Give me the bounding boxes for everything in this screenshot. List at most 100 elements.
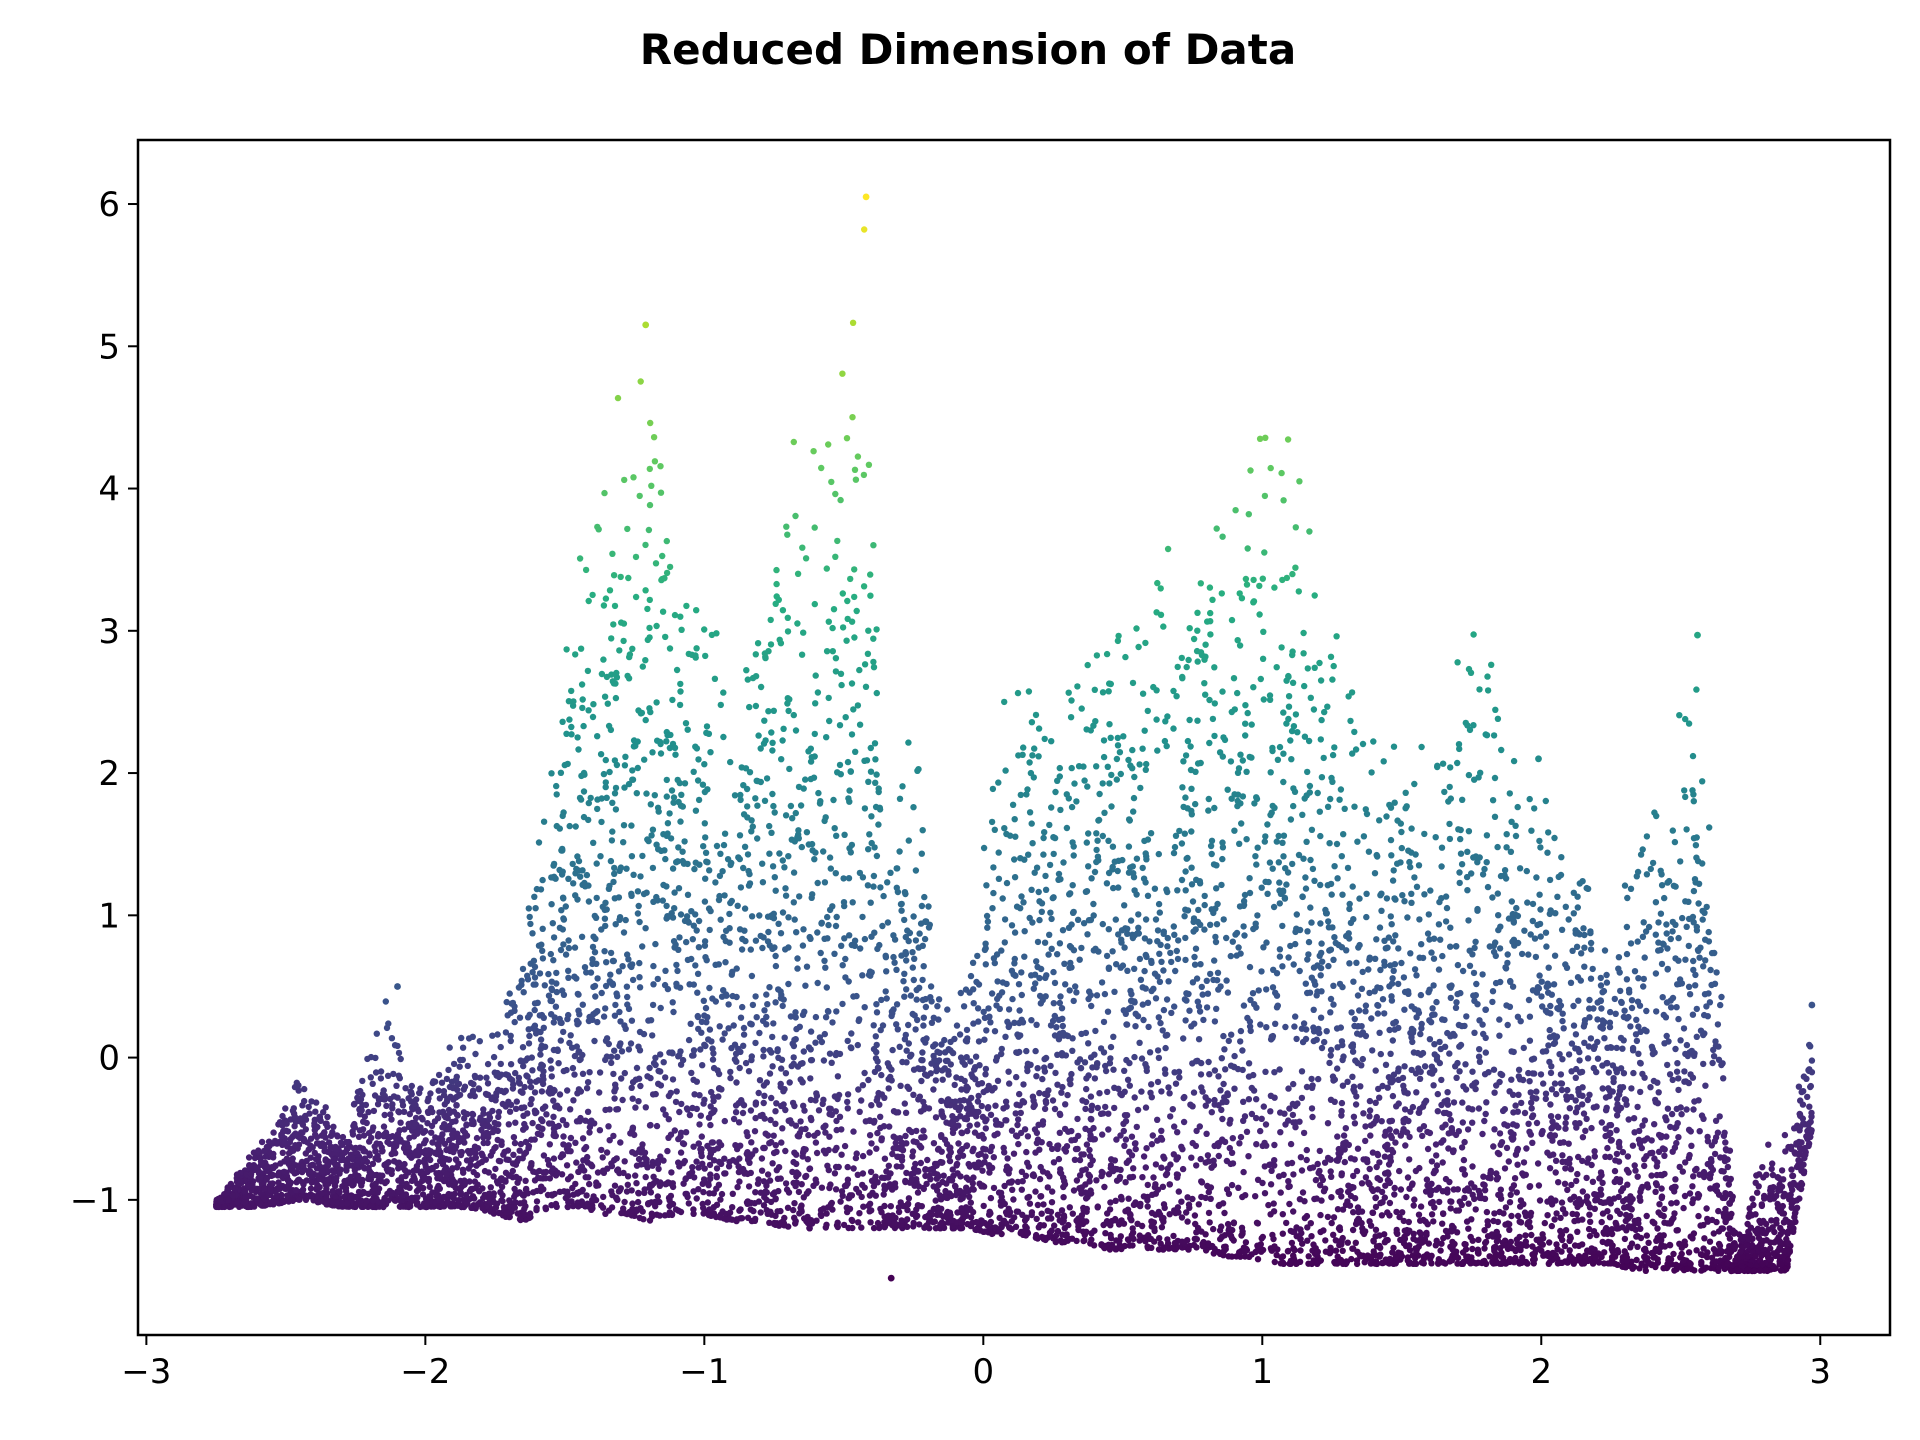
scatter-point xyxy=(552,1003,560,1010)
scatter-point xyxy=(1406,858,1413,866)
scatter-point xyxy=(821,1030,828,1038)
scatter-point xyxy=(1285,1117,1292,1124)
scatter-point xyxy=(1671,838,1679,846)
scatter-point xyxy=(1039,1075,1046,1083)
scatter-point xyxy=(1330,956,1337,963)
scatter-point xyxy=(833,1008,840,1015)
scatter-point xyxy=(624,525,631,533)
scatter-point xyxy=(1597,982,1605,989)
scatter-point xyxy=(1178,840,1186,847)
scatter-point xyxy=(867,1168,875,1176)
scatter-point xyxy=(1117,770,1125,778)
scatter-point xyxy=(1345,1182,1352,1189)
scatter-point xyxy=(1213,921,1221,928)
scatter-point xyxy=(1674,1227,1682,1234)
scatter-point xyxy=(511,1185,518,1193)
scatter-point xyxy=(1711,1150,1719,1158)
scatter-point xyxy=(1607,1200,1615,1207)
scatter-point xyxy=(1239,757,1247,764)
scatter-point xyxy=(1617,987,1624,995)
scatter-point xyxy=(978,1102,985,1110)
scatter-point xyxy=(720,689,727,696)
scatter-point xyxy=(1302,885,1310,892)
scatter-point xyxy=(899,783,906,790)
scatter-point xyxy=(612,1001,619,1009)
scatter-point xyxy=(373,1030,380,1037)
scatter-point xyxy=(1534,1160,1542,1167)
scatter-point xyxy=(548,1073,555,1080)
scatter-point xyxy=(484,1080,492,1087)
scatter-point xyxy=(931,1218,938,1225)
scatter-point xyxy=(690,1047,698,1054)
scatter-point xyxy=(1327,1009,1334,1016)
scatter-point xyxy=(1133,855,1141,862)
scatter-point xyxy=(1165,978,1172,985)
scatter-point xyxy=(986,1208,993,1216)
scatter-point xyxy=(618,619,625,626)
scatter-point xyxy=(854,1041,861,1049)
scatter-point xyxy=(1248,721,1255,728)
scatter-point xyxy=(1353,959,1360,966)
scatter-point xyxy=(633,1180,640,1187)
scatter-point xyxy=(772,887,779,894)
scatter-point xyxy=(761,797,769,804)
scatter-point xyxy=(972,1053,980,1060)
scatter-point xyxy=(1700,1221,1707,1229)
scatter-point xyxy=(1260,944,1267,951)
scatter-point xyxy=(778,756,785,763)
scatter-point xyxy=(1215,986,1222,993)
scatter-point xyxy=(1507,1191,1514,1199)
scatter-point xyxy=(646,624,653,632)
scatter-point xyxy=(628,1084,635,1092)
scatter-point xyxy=(956,1031,964,1038)
scatter-point xyxy=(476,1038,483,1045)
scatter-point xyxy=(737,884,745,891)
scatter-point xyxy=(1263,1142,1270,1149)
scatter-point xyxy=(1001,939,1008,946)
scatter-point xyxy=(896,795,904,802)
scatter-point xyxy=(602,779,609,786)
scatter-point xyxy=(861,226,868,233)
scatter-point xyxy=(1710,1230,1718,1237)
scatter-point xyxy=(560,895,567,902)
scatter-point xyxy=(1547,1195,1555,1202)
scatter-point xyxy=(1303,1146,1311,1154)
scatter-point xyxy=(1515,1073,1523,1080)
scatter-point xyxy=(1205,1058,1212,1066)
scatter-point xyxy=(1705,938,1713,945)
scatter-point xyxy=(1252,853,1259,860)
scatter-point xyxy=(531,1089,539,1096)
scatter-point xyxy=(695,944,703,951)
scatter-point xyxy=(1231,827,1238,834)
scatter-point xyxy=(572,823,579,830)
scatter-point xyxy=(1443,904,1451,912)
scatter-point xyxy=(786,765,793,773)
scatter-point xyxy=(874,1094,881,1102)
scatter-point xyxy=(540,818,548,825)
scatter-point xyxy=(1027,769,1035,777)
scatter-point xyxy=(1254,844,1261,851)
scatter-point xyxy=(953,1160,961,1168)
scatter-point xyxy=(1076,956,1083,963)
scatter-point xyxy=(1263,986,1270,993)
scatter-point xyxy=(550,934,558,941)
scatter-point xyxy=(1285,703,1293,710)
scatter-point xyxy=(1428,1260,1435,1267)
scatter-point xyxy=(1430,1218,1437,1225)
scatter-point xyxy=(1191,953,1198,961)
scatter-point xyxy=(671,611,679,619)
scatter-point xyxy=(1093,652,1101,659)
scatter-point xyxy=(848,680,856,687)
scatter-point xyxy=(573,1017,581,1024)
scatter-point xyxy=(565,937,572,944)
scatter-point xyxy=(878,1071,885,1079)
scatter-point xyxy=(1419,1132,1426,1140)
scatter-point xyxy=(743,1129,750,1136)
scatter-point xyxy=(587,794,594,802)
scatter-point xyxy=(1184,1218,1191,1225)
scatter-point xyxy=(792,809,799,817)
scatter-point xyxy=(1082,888,1090,895)
scatter-point xyxy=(602,1056,609,1064)
scatter-point xyxy=(675,946,682,953)
scatter-point xyxy=(1307,856,1314,864)
